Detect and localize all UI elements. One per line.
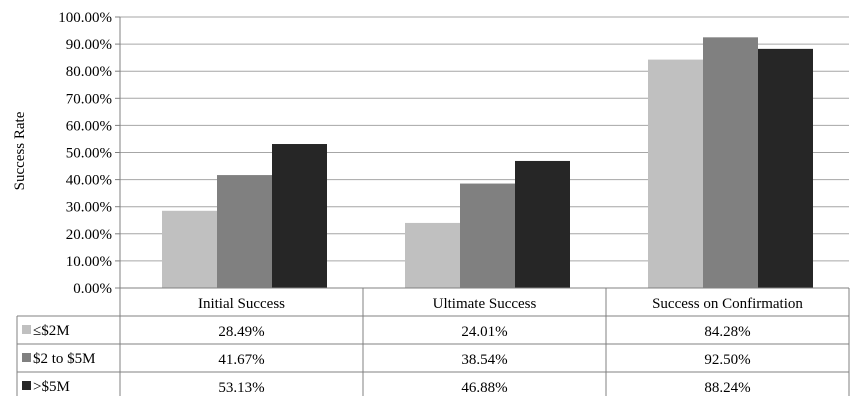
legend-label: $2 to $5M — [33, 351, 96, 367]
y-tick-label: 30.00% — [66, 200, 112, 216]
y-tick-label: 80.00% — [66, 64, 112, 80]
data-label: 28.49% — [218, 324, 264, 340]
category-label: Ultimate Success — [433, 296, 537, 312]
y-tick-label: 40.00% — [66, 173, 112, 189]
bar — [405, 222, 460, 288]
bar — [758, 48, 813, 288]
bar — [272, 144, 327, 288]
bar — [703, 37, 758, 289]
y-tick-label: 10.00% — [66, 254, 112, 270]
legend-label: >$5M — [33, 379, 70, 395]
data-label: 41.67% — [218, 352, 264, 368]
bars — [162, 37, 813, 289]
data-label: 24.01% — [461, 324, 507, 340]
data-label: 38.54% — [461, 352, 507, 368]
data-label: 92.50% — [704, 352, 750, 368]
data-label: 84.28% — [704, 324, 750, 340]
category-label: Initial Success — [198, 296, 285, 312]
bar — [648, 59, 703, 289]
bar — [217, 175, 272, 288]
bar — [515, 160, 570, 288]
y-axis-label: Success Rate — [12, 111, 28, 190]
y-tick-label: 20.00% — [66, 227, 112, 243]
data-label: 88.24% — [704, 380, 750, 396]
bar — [162, 210, 217, 288]
legend-swatch — [22, 353, 31, 362]
data-label: 46.88% — [461, 380, 507, 396]
legend-swatch — [22, 381, 31, 390]
y-tick-label: 100.00% — [58, 10, 112, 26]
y-tick-label: 70.00% — [66, 91, 112, 107]
y-tick-label: 90.00% — [66, 37, 112, 53]
legend-swatch — [22, 325, 31, 334]
y-tick-label: 0.00% — [73, 281, 112, 297]
y-tick-label: 50.00% — [66, 146, 112, 162]
legend-label: ≤$2M — [33, 323, 70, 339]
category-label: Success on Confirmation — [652, 296, 803, 312]
data-table: Initial Success Ultimate Success Success o… — [16, 287, 850, 396]
y-tick-label: 60.00% — [66, 118, 112, 134]
bar — [460, 183, 515, 288]
data-label: 53.13% — [218, 380, 264, 396]
y-tick-labels: 0.00% 10.00% 20.00% 30.00% 40.00% 50.00% 60.00… — [58, 10, 112, 297]
